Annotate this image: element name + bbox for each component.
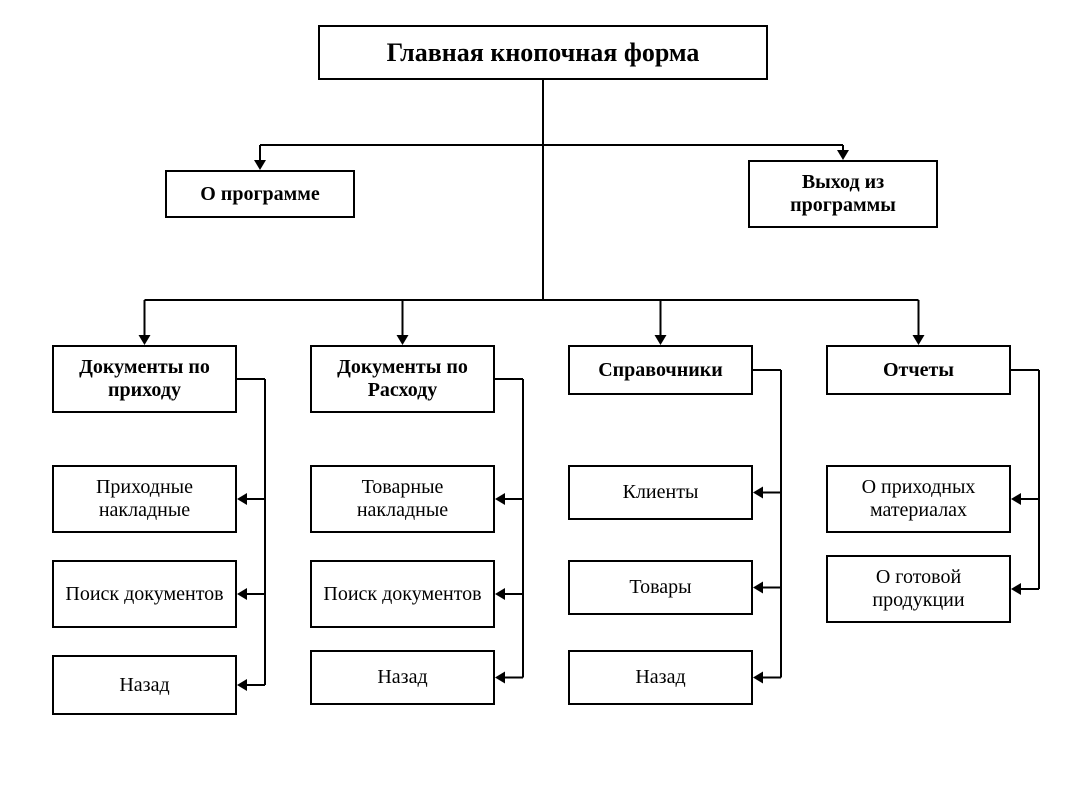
node-col3-head-label: Справочники — [598, 359, 723, 382]
node-c3-2-label: Товары — [629, 576, 691, 599]
node-root: Главная кнопочная форма — [318, 25, 768, 80]
node-c4-1-label: О приходных материалах — [836, 476, 1001, 522]
node-exit-label: Выход из программы — [758, 171, 928, 217]
node-root-label: Главная кнопочная форма — [387, 38, 700, 68]
node-c1-2-label: Поиск документов — [65, 583, 223, 606]
node-c4-2: О готовой продукции — [826, 555, 1011, 623]
node-col2-head: Документы по Расходу — [310, 345, 495, 413]
node-c2-1: Товарные накладные — [310, 465, 495, 533]
node-c4-1: О приходных материалах — [826, 465, 1011, 533]
node-col2-head-label: Документы по Расходу — [320, 356, 485, 402]
node-c3-1-label: Клиенты — [623, 481, 699, 504]
node-c1-3: Назад — [52, 655, 237, 715]
node-c2-3: Назад — [310, 650, 495, 705]
node-about-label: О программе — [200, 183, 320, 206]
node-c1-1-label: Приходные накладные — [62, 476, 227, 522]
node-c1-1: Приходные накладные — [52, 465, 237, 533]
node-exit: Выход из программы — [748, 160, 938, 228]
node-col1-head-label: Документы по приходу — [62, 356, 227, 402]
node-col3-head: Справочники — [568, 345, 753, 395]
node-c3-3: Назад — [568, 650, 753, 705]
node-col4-head-label: Отчеты — [883, 359, 954, 382]
node-c2-2-label: Поиск документов — [323, 583, 481, 606]
node-c2-2: Поиск документов — [310, 560, 495, 628]
node-c4-2-label: О готовой продукции — [836, 566, 1001, 612]
node-c3-2: Товары — [568, 560, 753, 615]
node-c1-2: Поиск документов — [52, 560, 237, 628]
node-c3-3-label: Назад — [635, 666, 685, 689]
node-c3-1: Клиенты — [568, 465, 753, 520]
node-c2-3-label: Назад — [377, 666, 427, 689]
node-col1-head: Документы по приходу — [52, 345, 237, 413]
node-c1-3-label: Назад — [119, 674, 169, 697]
diagram-stage: Главная кнопочная форма О программе Выхо… — [0, 0, 1086, 786]
node-c2-1-label: Товарные накладные — [320, 476, 485, 522]
node-about: О программе — [165, 170, 355, 218]
node-col4-head: Отчеты — [826, 345, 1011, 395]
